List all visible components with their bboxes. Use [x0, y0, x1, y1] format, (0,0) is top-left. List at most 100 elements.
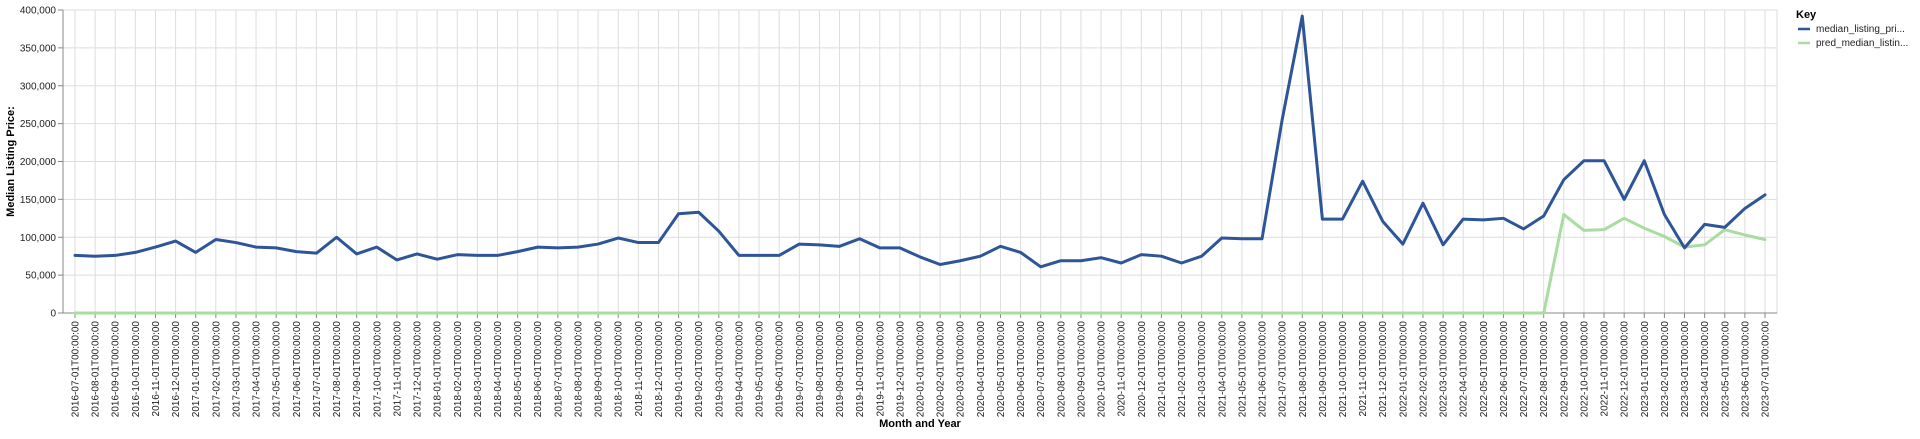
legend-label: median_listing_pri...: [1816, 24, 1905, 35]
x-tick-label: 2023-05-01T00:00:00: [1720, 321, 1731, 418]
x-tick-label: 2020-08-01T00:00:00: [1056, 321, 1067, 418]
x-tick-label: 2019-09-01T00:00:00: [835, 321, 846, 418]
y-tick-label: 0: [50, 309, 56, 320]
x-tick-label: 2019-11-01T00:00:00: [875, 321, 886, 417]
x-tick-label: 2019-07-01T00:00:00: [795, 321, 806, 418]
x-tick-label: 2021-03-01T00:00:00: [1197, 321, 1208, 418]
x-tick-label: 2023-02-01T00:00:00: [1660, 321, 1671, 418]
y-tick-label: 350,000: [20, 43, 57, 54]
x-tick-label: 2018-01-01T00:00:00: [433, 321, 444, 418]
x-axis-title: Month and Year: [879, 418, 961, 430]
x-tick-label: 2018-06-01T00:00:00: [533, 321, 544, 418]
x-tick-label: 2017-11-01T00:00:00: [392, 321, 403, 417]
x-tick-label: 2022-05-01T00:00:00: [1479, 321, 1490, 418]
x-tick-label: 2020-10-01T00:00:00: [1097, 321, 1108, 418]
x-tick-label: 2021-02-01T00:00:00: [1177, 321, 1188, 418]
x-tick-label: 2020-05-01T00:00:00: [996, 321, 1007, 418]
legend-label: pred_median_listin...: [1816, 38, 1908, 49]
x-tick-label: 2021-01-01T00:00:00: [1157, 321, 1168, 418]
y-tick-label: 150,000: [20, 195, 57, 206]
x-tick-label: 2018-03-01T00:00:00: [473, 321, 484, 418]
x-tick-label: 2020-04-01T00:00:00: [976, 321, 987, 418]
x-tick-label: 2022-07-01T00:00:00: [1519, 321, 1530, 418]
x-tick-label: 2021-05-01T00:00:00: [1237, 321, 1248, 418]
x-tick-label: 2017-04-01T00:00:00: [252, 321, 263, 418]
x-tick-label: 2019-04-01T00:00:00: [734, 321, 745, 418]
legend-items: median_listing_pri... pred_median_listin.…: [1798, 24, 1908, 49]
x-tick-label: 2018-11-01T00:00:00: [634, 321, 645, 417]
x-tick-label: 2017-02-01T00:00:00: [211, 321, 222, 418]
x-tick-label: 2022-12-01T00:00:00: [1620, 321, 1631, 418]
y-tick-label: 100,000: [20, 233, 57, 244]
x-tick-label: 2017-01-01T00:00:00: [191, 321, 202, 418]
x-tick-label: 2019-01-01T00:00:00: [674, 321, 685, 418]
x-tick-label: 2020-07-01T00:00:00: [1036, 321, 1047, 418]
x-tick-label: 2023-06-01T00:00:00: [1740, 321, 1751, 418]
x-tick-label: 2020-02-01T00:00:00: [936, 321, 947, 418]
x-tick-label: 2021-11-01T00:00:00: [1358, 321, 1369, 417]
series-line-pred-median-listing-price: [73, 213, 1767, 315]
x-tick-label: 2022-02-01T00:00:00: [1418, 321, 1429, 418]
legend-title: Key: [1796, 9, 1817, 21]
x-tick-label: 2018-12-01T00:00:00: [654, 321, 665, 418]
x-tick-label: 2022-10-01T00:00:00: [1579, 321, 1590, 418]
grid-lines: [62, 9, 1778, 314]
series-lines: [73, 14, 1767, 315]
x-tick-label: 2019-03-01T00:00:00: [714, 321, 725, 418]
x-tick-label: 2016-08-01T00:00:00: [91, 321, 102, 418]
x-tick-label: 2022-03-01T00:00:00: [1439, 321, 1450, 418]
x-tick-label: 2017-05-01T00:00:00: [272, 321, 283, 418]
x-tick-label: 2018-04-01T00:00:00: [493, 321, 504, 418]
x-tick-label: 2018-10-01T00:00:00: [614, 321, 625, 418]
x-tick-label: 2019-02-01T00:00:00: [694, 321, 705, 418]
x-tick-label: 2023-01-01T00:00:00: [1640, 321, 1651, 418]
x-tick-label: 2016-11-01T00:00:00: [151, 321, 162, 417]
x-tick-label: 2017-09-01T00:00:00: [352, 321, 363, 418]
x-tick-label: 2023-03-01T00:00:00: [1680, 321, 1691, 418]
x-tick-label: 2020-01-01T00:00:00: [916, 321, 927, 418]
x-tick-label: 2021-08-01T00:00:00: [1298, 321, 1309, 418]
legend: Key median_listing_pri... pred_median_lis…: [1796, 9, 1908, 49]
x-tick-label: 2019-08-01T00:00:00: [815, 321, 826, 418]
x-tick-label: 2018-08-01T00:00:00: [573, 321, 584, 418]
y-axis-title: Median Listing Price:: [5, 106, 17, 217]
x-tick-label: 2016-10-01T00:00:00: [131, 321, 142, 418]
x-tick-label: 2016-09-01T00:00:00: [111, 321, 122, 418]
x-tick-label: 2022-06-01T00:00:00: [1499, 321, 1510, 418]
x-tick-label: 2023-04-01T00:00:00: [1700, 321, 1711, 418]
x-tick-label: 2021-04-01T00:00:00: [1217, 321, 1228, 418]
x-tick-label: 2022-04-01T00:00:00: [1459, 321, 1470, 418]
series-line-median-listing-price: [73, 14, 1767, 269]
x-tick-label: 2022-09-01T00:00:00: [1559, 321, 1570, 418]
x-tick-label: 2017-07-01T00:00:00: [312, 321, 323, 418]
x-tick-label: 2016-07-01T00:00:00: [71, 321, 82, 418]
x-tick-label: 2019-10-01T00:00:00: [855, 321, 866, 418]
y-tick-label: 400,000: [20, 6, 57, 17]
x-tick-label: 2020-12-01T00:00:00: [1137, 321, 1148, 418]
x-tick-label: 2020-06-01T00:00:00: [1016, 321, 1027, 418]
x-tick-label: 2022-01-01T00:00:00: [1398, 321, 1409, 418]
x-tick-label: 2021-07-01T00:00:00: [1278, 321, 1289, 418]
x-tick-label: 2021-09-01T00:00:00: [1318, 321, 1329, 418]
x-tick-label: 2021-12-01T00:00:00: [1378, 321, 1389, 418]
x-tick-label: 2021-10-01T00:00:00: [1338, 321, 1349, 418]
x-tick-label: 2020-03-01T00:00:00: [956, 321, 967, 418]
axes: 0 50,000 100,000 150,000 200,000 250,000 300,0…: [20, 6, 1777, 418]
x-tick-label: 2023-07-01T00:00:00: [1761, 321, 1772, 418]
x-tick-label: 2022-11-01T00:00:00: [1600, 321, 1611, 417]
x-tick-label: 2019-12-01T00:00:00: [895, 321, 906, 418]
y-tick-label: 300,000: [20, 81, 57, 92]
x-tick-label: 2017-03-01T00:00:00: [231, 321, 242, 418]
x-tick-label: 2016-12-01T00:00:00: [171, 321, 182, 418]
x-tick-label: 2021-06-01T00:00:00: [1258, 321, 1269, 418]
x-tick-label: 2017-08-01T00:00:00: [332, 321, 343, 418]
x-tick-label: 2022-08-01T00:00:00: [1539, 321, 1550, 418]
x-tick-label: 2019-06-01T00:00:00: [775, 321, 786, 418]
x-tick-label: 2018-05-01T00:00:00: [513, 321, 524, 418]
x-tick-label: 2018-09-01T00:00:00: [594, 321, 605, 418]
y-tick-label: 50,000: [25, 271, 56, 282]
y-tick-label: 250,000: [20, 119, 57, 130]
x-tick-label: 2018-02-01T00:00:00: [453, 321, 464, 418]
x-tick-label: 2020-09-01T00:00:00: [1076, 321, 1087, 418]
